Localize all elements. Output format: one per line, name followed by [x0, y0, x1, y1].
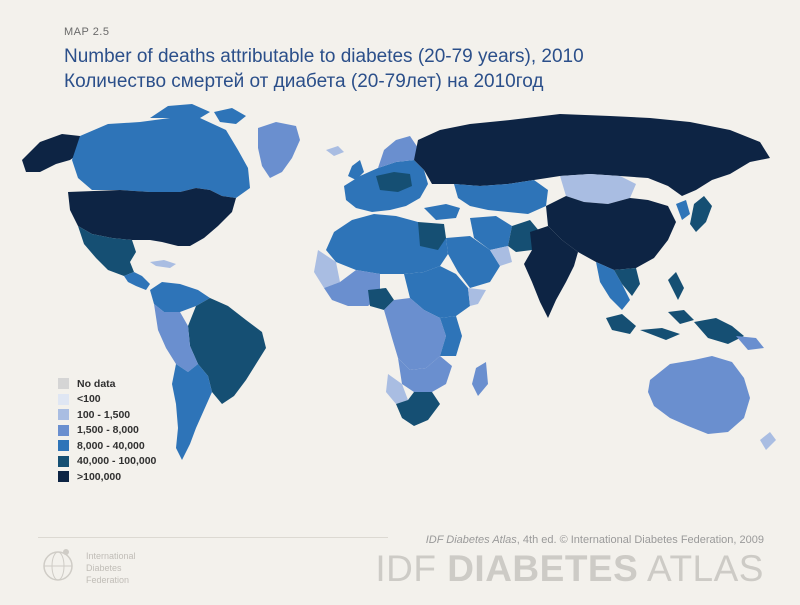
region-argentina [172, 364, 212, 460]
legend-swatch [58, 409, 69, 420]
legend-label: 1,500 - 8,000 [77, 424, 139, 436]
region-korea [676, 200, 690, 220]
idf-org-name: International Diabetes Federation [86, 550, 136, 586]
region-central-america [124, 272, 150, 290]
idf-org-logo: International Diabetes Federation [36, 544, 136, 586]
region-new-guinea [736, 336, 764, 350]
idf-emblem-icon [36, 544, 80, 584]
region-caribbean [150, 260, 176, 268]
legend-item: <100 [58, 392, 156, 408]
legend-label: No data [77, 378, 116, 390]
legend-label: 40,000 - 100,000 [77, 455, 156, 467]
org-name-line: International [86, 550, 136, 562]
legend-swatch [58, 456, 69, 467]
logo-atlas: ATLAS [638, 548, 764, 589]
region-indonesia [606, 310, 744, 344]
idf-diabetes-atlas-logo: IDF DIABETES ATLAS [375, 548, 764, 590]
copyright-credit: IDF Diabetes Atlas, 4th ed. © Internatio… [426, 534, 764, 546]
logo-diabetes: DIABETES [447, 548, 638, 589]
legend-item: >100,000 [58, 469, 156, 485]
legend-label: <100 [77, 393, 101, 405]
legend-swatch [58, 471, 69, 482]
region-philippines [668, 272, 684, 300]
credit-copyright: , 4th ed. © International Diabetes Feder… [517, 534, 764, 546]
legend-item: 100 - 1,500 [58, 407, 156, 423]
region-greenland [258, 122, 300, 178]
legend-item: 40,000 - 100,000 [58, 454, 156, 470]
region-australia [648, 356, 750, 434]
legend-swatch [58, 394, 69, 405]
map-legend: No data <100 100 - 1,500 1,500 - 8,000 8… [58, 376, 156, 485]
region-turkey [424, 204, 460, 220]
region-new-zealand [760, 432, 776, 450]
region-central-asia [454, 180, 548, 214]
legend-swatch [58, 440, 69, 451]
org-name-line: Federation [86, 574, 136, 586]
legend-item: 1,500 - 8,000 [58, 423, 156, 439]
legend-swatch [58, 378, 69, 389]
legend-item: No data [58, 376, 156, 392]
logo-idf: IDF [375, 548, 447, 589]
legend-label: 100 - 1,500 [77, 409, 130, 421]
region-madagascar [472, 362, 488, 396]
region-japan [690, 196, 712, 232]
legend-item: 8,000 - 40,000 [58, 438, 156, 454]
footer-divider [38, 537, 388, 538]
legend-label: 8,000 - 40,000 [77, 440, 145, 452]
region-canada [72, 118, 250, 198]
legend-swatch [58, 425, 69, 436]
region-iceland [326, 146, 344, 156]
credit-source: IDF Diabetes Atlas [426, 534, 517, 546]
org-name-line: Diabetes [86, 562, 136, 574]
legend-label: >100,000 [77, 471, 121, 483]
region-horn [468, 288, 486, 306]
